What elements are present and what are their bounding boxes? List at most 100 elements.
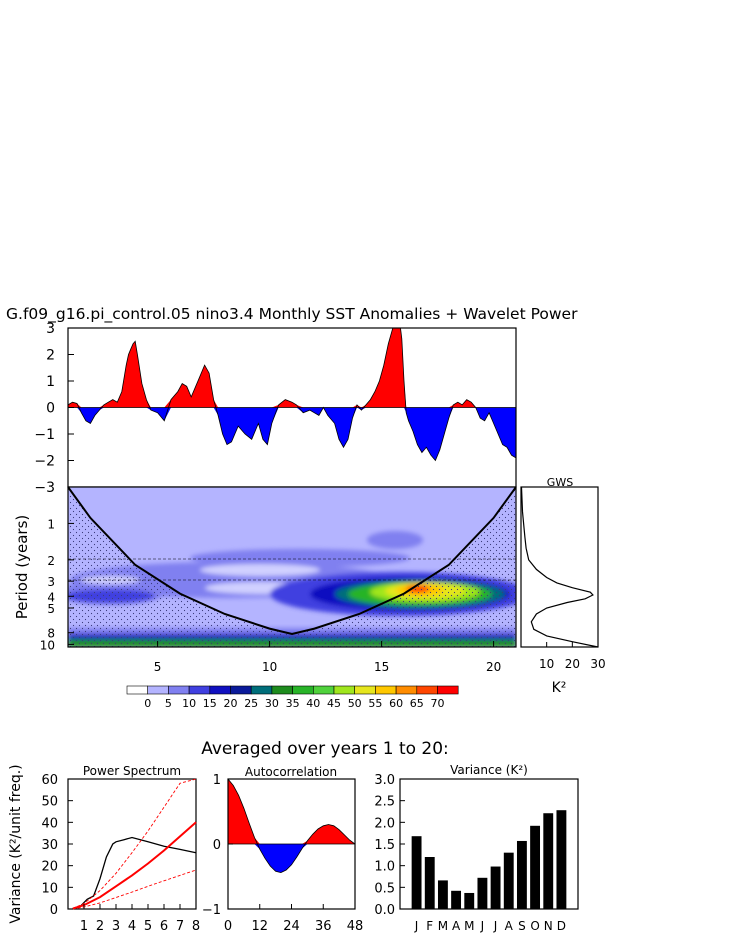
variance-title: Variance (K²) [450,763,528,777]
power-spectrum-x-tick-label: 3 [112,919,120,934]
colorbar-label: 25 [244,697,258,710]
timeseries-tick-label: −1 [34,427,55,443]
variance-y-tick-label: 2.0 [374,816,395,831]
wavelet-y-tick-label: 4 [47,590,55,604]
colorbar-label: 10 [182,697,196,710]
variance-bar [530,825,541,909]
autocorrelation-x-tick-label: 36 [315,919,332,934]
timeseries-y-axis: 3 2 1 0 −1 −2 −3 [34,321,74,496]
wavelet-y-tick-label: 5 [47,602,55,616]
colorbar-swatch [209,685,231,695]
variance-month-label: D [557,919,566,933]
colorbar-swatch [271,685,293,695]
gws-panel: GWS 10 20 30 K² [520,476,606,696]
timeseries-tick-label: 1 [46,374,55,390]
wavelet-y-axis: 1 2 345 810 [40,517,74,652]
colorbar-label: 30 [265,697,279,710]
colorbar-label: 0 [144,697,151,710]
timeseries-panel: 3 2 1 0 −1 −2 −3 [34,321,517,496]
positive-anomaly-area [68,328,516,408]
variance-month-label: A [452,919,461,933]
autocorrelation-y-tick-label: 1 [213,773,221,788]
gws-title: GWS [547,476,573,489]
variance-bar [516,840,527,909]
variance-axes: 3.0 2.5 2.0 1.5 1.0 0.5 0.0 [374,773,405,918]
anomaly-line [68,328,516,462]
timeseries-tick-label: 0 [46,401,55,417]
colorbar-swatch [416,685,438,695]
variance-month-label: M [438,919,448,933]
colorbar-swatch [333,685,356,695]
power-spectrum-series-line [72,778,197,909]
negative-anomaly-area [68,407,516,461]
gws-frame [520,486,599,648]
colorbar-label: 20 [224,697,238,710]
power-spectrum-y-label: Variance (K²/unit freq.) [8,764,24,923]
gws-x-label: K² [552,680,567,696]
colorbar-swatch [375,685,397,695]
variance-y-tick-label: 2.5 [374,795,395,810]
wavelet-x-tick-label: 5 [154,660,162,674]
colorbar-swatch [437,685,459,695]
variance-month-label: M [464,919,474,933]
power-spectrum-x-tick-label: 5 [144,919,152,934]
variance-bar [451,890,462,909]
power-spectrum-series-line [72,869,197,910]
variance-bar [477,877,488,909]
wavelet-x-axis: 5 10 15 20 [154,641,501,674]
colorbar-swatch [395,685,418,695]
variance-bar [543,813,554,909]
colorbar-swatch [312,685,335,695]
variance-month-label: F [426,919,433,933]
power-spectrum-series-line [72,836,197,910]
power-spectrum-frame [67,778,197,910]
power-spectrum-y-tick-label: 10 [41,881,58,896]
power-spectrum-lines [72,778,197,910]
timeseries-tick-label: 3 [46,321,55,337]
colorbar-swatch [354,685,376,695]
timeseries-tick-label: −3 [34,480,55,496]
autocorrelation-positive-area [228,779,355,844]
power-spectrum-y-tick-label: 50 [41,795,58,810]
wavelet-x-tick-label: 20 [486,660,501,674]
variance-y-tick-label: 3.0 [374,773,395,788]
colorbar-label: 50 [348,697,362,710]
power-spectrum-x-tick-label: 8 [192,919,200,934]
gws-line [520,486,599,648]
variance-y-tick-label: 1.0 [374,860,395,875]
power-spectrum-x-tick-label: 4 [128,919,136,934]
gws-x-tick-label: 30 [590,657,605,671]
timeseries-tick-label: 2 [46,348,55,364]
wavelet-y-tick-label: 2 [47,554,55,568]
colorbar-swatch [250,685,273,695]
variance-bar [503,852,514,909]
power-spectrum-x-tick-label: 7 [176,919,184,934]
wavelet-y-tick-label: 8 [47,627,55,641]
colorbar-swatch [230,685,252,695]
variance-y-tick-label: 0.5 [374,881,395,896]
variance-bar [464,892,475,909]
wavelet-frame [67,486,517,648]
wavelet-y-tick-label: 3 [47,575,55,589]
power-spectrum-y-tick-label: 20 [41,860,58,875]
wavelet-y-label: Period (years) [13,515,31,620]
variance-month-label: A [505,919,514,933]
cone-of-influence-line [68,487,516,636]
power-spectrum-y-tick-label: 0 [50,903,58,918]
autocorrelation-y-tick-label: 0 [213,838,221,853]
autocorrelation-negative-area [228,844,355,873]
colorbar-label: 15 [203,697,217,710]
timeseries-tick-label: −2 [34,454,55,470]
colorbar-label: 65 [410,697,424,710]
variance-month-label: S [518,919,526,933]
variance-bar [411,836,422,909]
power-spectrum-y-tick-label: 40 [41,816,58,831]
colorbar-swatch [147,685,169,695]
autocorrelation-line [228,779,355,874]
power-spectrum-y-tick-label: 30 [41,838,58,853]
colorbar-label: 70 [431,697,445,710]
colorbar-label: 55 [368,697,382,710]
power-spectrum-series-line [72,821,197,910]
